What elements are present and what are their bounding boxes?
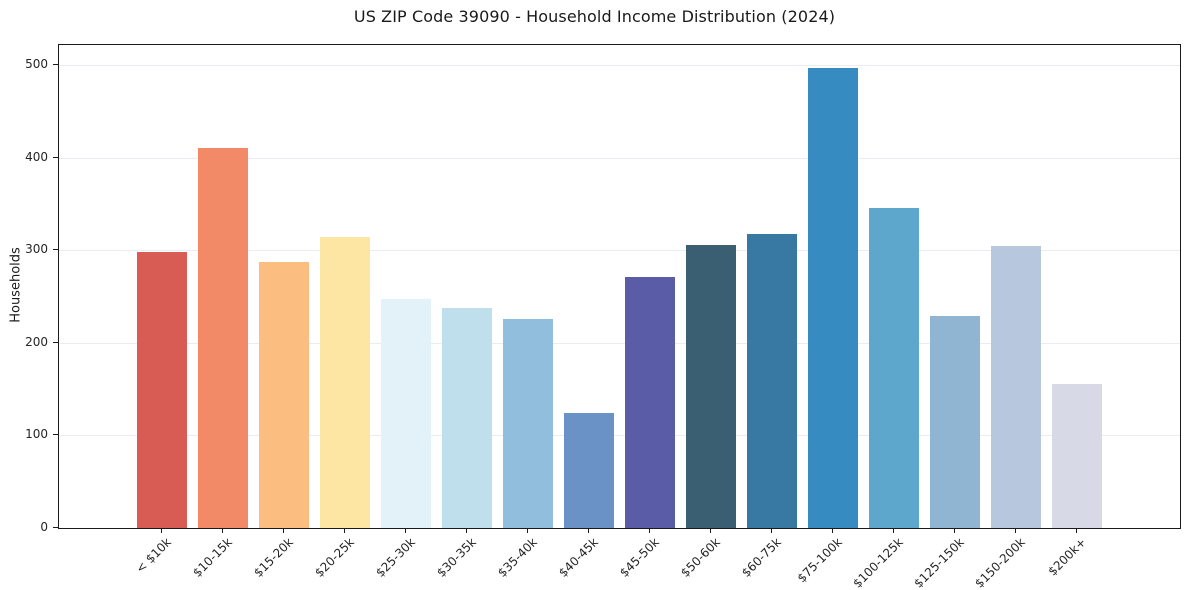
- x-tick-mark: [953, 528, 955, 533]
- x-tick-mark: [770, 528, 772, 533]
- x-tick-mark: [892, 528, 894, 533]
- bar-$15-20k: [259, 261, 309, 528]
- x-tick-mark: [344, 528, 346, 533]
- gridline-y400: [59, 157, 1180, 159]
- bar-$200k+: [1052, 383, 1102, 528]
- bar-$75-100k: [808, 68, 858, 528]
- x-tick-mark: [222, 528, 224, 533]
- x-tick-mark: [1075, 528, 1077, 533]
- bar-$50-60k: [686, 244, 736, 528]
- bar-< $10k: [137, 252, 187, 528]
- plot-area: [58, 44, 1181, 529]
- y-tick-label: 400: [25, 149, 48, 164]
- y-tick-label: 200: [25, 334, 48, 349]
- chart-title: US ZIP Code 39090 - Household Income Dis…: [353, 7, 836, 26]
- gridline-y100: [59, 435, 1180, 437]
- y-tick-label: 0: [40, 520, 48, 534]
- x-tick-mark: [1014, 528, 1016, 533]
- x-tick-mark: [648, 528, 650, 533]
- gridline-y200: [59, 342, 1180, 344]
- x-tick-mark: [831, 528, 833, 533]
- y-tick-mark: [53, 64, 58, 66]
- y-tick-label: 100: [25, 427, 48, 442]
- bar-$125-150k: [930, 316, 980, 528]
- x-tick-mark: [527, 528, 528, 533]
- y-axis-label: Households: [8, 247, 24, 323]
- y-tick-mark: [53, 527, 58, 528]
- y-tick-mark: [53, 249, 58, 251]
- bar-$150-200k: [991, 245, 1041, 528]
- x-tick-mark: [588, 528, 589, 533]
- y-tick-mark: [53, 156, 58, 158]
- bar-$25-30k: [381, 299, 431, 528]
- x-tick-mark: [709, 528, 711, 533]
- bar-$30-35k: [442, 307, 492, 528]
- x-tick-label: < $10k: [133, 535, 174, 576]
- bar-$100-125k: [869, 207, 919, 528]
- y-tick-label: 500: [25, 57, 48, 72]
- y-tick-label: 300: [25, 242, 48, 257]
- y-tick-mark: [53, 434, 58, 436]
- bar-$20-25k: [320, 236, 370, 528]
- bar-$40-45k: [564, 413, 614, 528]
- bar-$35-40k: [503, 318, 553, 528]
- gridline-y500: [59, 65, 1180, 67]
- x-tick-mark: [466, 528, 468, 533]
- y-tick-mark: [53, 341, 58, 343]
- bar-$10-15k: [198, 147, 248, 528]
- x-tick-mark: [405, 528, 407, 533]
- bar-$45-50k: [625, 277, 675, 528]
- gridline-y300: [59, 250, 1180, 252]
- bar-$60-75k: [747, 233, 797, 528]
- x-tick-mark: [161, 528, 163, 533]
- x-tick-mark: [283, 528, 285, 533]
